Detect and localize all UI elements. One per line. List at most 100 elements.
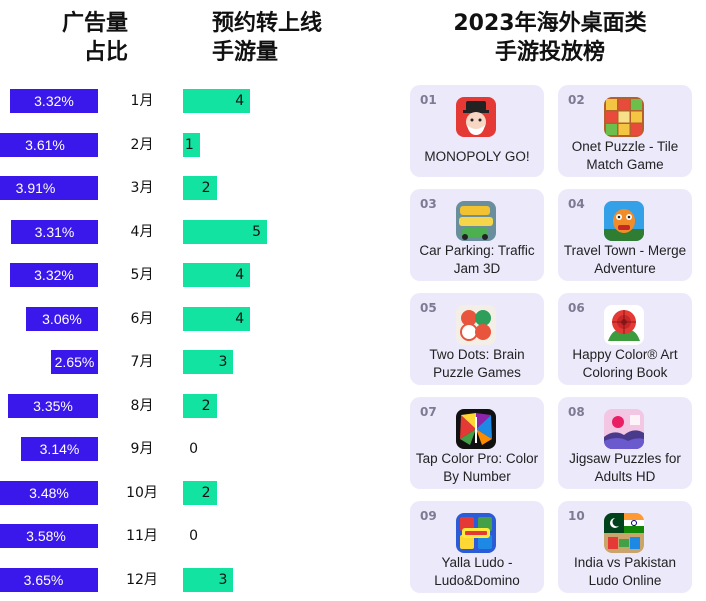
preorder-value: 5 (252, 223, 261, 240)
ad-share-header-line2: 占比 (83, 40, 128, 65)
monopoly-icon (456, 97, 496, 137)
rank-number: 05 (420, 301, 437, 315)
month-label: 9月 (130, 441, 154, 457)
top-chart-header: 2023年海外桌面类 手游投放榜 (410, 9, 690, 67)
month-row: 3.06% 6月 4 (0, 306, 400, 331)
month-label: 12月 (126, 571, 158, 588)
ad-share-bar: 3.91% (0, 176, 98, 200)
preorder-bar (183, 350, 234, 374)
ad-share-bar: 3.32% (10, 89, 98, 113)
month-row: 3.32% 1月 4 (0, 89, 400, 113)
month-label: 1月 (130, 93, 154, 109)
app-name: Happy Color® Art Coloring Book (572, 347, 678, 380)
rank-number: 03 (420, 197, 437, 211)
month-row: 2.65% 7月 3 (0, 350, 400, 374)
rank-number: 02 (568, 93, 585, 107)
month-label: 6月 (130, 310, 154, 327)
ranking-card[interactable]: 04 Travel Town - Merge Adventure (558, 189, 692, 281)
top-chart-header-line1: 2023年海外桌面类 (453, 11, 647, 36)
ranking-card[interactable]: 01 MONOPOLY GO! (410, 85, 544, 177)
preorder-value: 4 (235, 310, 245, 327)
two-dots-icon (456, 305, 496, 345)
preorder-bar (183, 219, 267, 244)
rank-number: 06 (568, 301, 585, 315)
month-label: 3月 (130, 180, 154, 196)
preorder-header: 预约转上线 手游量 (212, 9, 362, 67)
preorder-bar (183, 306, 251, 331)
ad-share-bar: 3.35% (8, 393, 98, 418)
rank-number: 07 (420, 405, 437, 419)
ranking-card[interactable]: 07 Tap Color Pro: Color By Number (410, 397, 544, 489)
ad-share-bar: 3.61% (0, 132, 98, 157)
preorder-value: 2 (201, 397, 211, 414)
month-row: 3.58% 11月 0 (0, 524, 400, 548)
rank-number: 09 (420, 509, 437, 523)
india-pakistan-ludo-icon (604, 513, 644, 553)
ad-share-bar: 3.65% (0, 567, 98, 592)
month-label: 8月 (130, 397, 154, 414)
rank-number: 01 (420, 93, 437, 107)
app-name: Tap Color Pro: Color By Number (415, 451, 539, 484)
ad-share-bar: 3.32% (10, 263, 98, 287)
happy-color-icon (604, 305, 644, 345)
app-name: Travel Town - Merge Adventure (563, 243, 687, 276)
ranking-card[interactable]: 02 Onet Puzzle - Tile Match Game (558, 85, 692, 177)
month-label: 5月 (130, 267, 154, 283)
ranking-card[interactable]: 08 Jigsaw Puzzles for Adults HD (558, 397, 692, 489)
tap-color-icon (456, 409, 496, 449)
preorder-value: 1 (184, 136, 194, 153)
car-parking-icon (456, 201, 496, 241)
month-row: 3.35% 8月 2 (0, 393, 400, 418)
preorder-bar (183, 89, 251, 113)
preorder-value: 2 (201, 484, 211, 501)
ad-share-bar: 3.58% (0, 524, 98, 548)
preorder-value: 4 (235, 267, 245, 283)
preorder-header-line1: 预约转上线 (212, 11, 323, 36)
month-label: 11月 (126, 528, 158, 544)
month-row: 3.14% 9月 0 (0, 437, 400, 461)
ad-share-header: 广告量 占比 (28, 9, 128, 67)
app-name: Two Dots: Brain Puzzle Games (429, 347, 525, 380)
preorder-bar (183, 480, 217, 505)
preorder-value: 4 (235, 93, 245, 109)
month-label: 2月 (130, 136, 154, 153)
ad-share-bar: 3.06% (26, 306, 98, 331)
preorder-bar (183, 567, 234, 592)
preorder-bar (183, 393, 217, 418)
yalla-ludo-icon (456, 513, 496, 553)
app-name: India vs Pakistan Ludo Online (573, 555, 677, 588)
month-row: 3.65% 12月 3 (0, 567, 400, 592)
preorder-header-line2: 手游量 (212, 40, 279, 65)
app-name: Yalla Ludo - Ludo&Domino (434, 555, 520, 588)
ad-share-header-line1: 广告量 (61, 11, 128, 36)
preorder-bar (183, 263, 251, 287)
preorder-value: 3 (218, 354, 228, 370)
rank-number: 08 (568, 405, 585, 419)
jigsaw-puzzles-icon (604, 409, 644, 449)
preorder-value: 0 (189, 528, 198, 544)
month-label: 10月 (126, 484, 158, 501)
preorder-value: 0 (189, 441, 198, 457)
month-row: 3.48% 10月 2 (0, 480, 400, 505)
month-row: 3.91% 3月 2 (0, 176, 400, 200)
ranking-card[interactable]: 06 Happy Color® Art Coloring Book (558, 293, 692, 385)
ranking-card[interactable]: 10 India vs Pakistan Ludo Online (558, 501, 692, 593)
travel-town-icon (604, 201, 644, 241)
month-row: 3.31% 4月 5 (0, 219, 400, 244)
top-chart-header-line2: 手游投放榜 (494, 40, 605, 65)
preorder-value: 2 (201, 180, 211, 196)
month-label: 4月 (130, 223, 154, 240)
app-name: Onet Puzzle - Tile Match Game (571, 139, 679, 172)
month-row: 3.61% 2月 1 (0, 132, 400, 157)
app-name: MONOPOLY GO! (424, 149, 530, 164)
ranking-card[interactable]: 03 Car Parking: Traffic Jam 3D (410, 189, 544, 281)
rank-number: 10 (568, 509, 585, 523)
ranking-card[interactable]: 09 Yalla Ludo - Ludo&Domino (410, 501, 544, 593)
month-label: 7月 (130, 354, 154, 370)
preorder-bar (183, 132, 200, 157)
month-row: 3.32% 5月 4 (0, 263, 400, 287)
app-name: Car Parking: Traffic Jam 3D (419, 243, 535, 276)
ranking-card[interactable]: 05 Two Dots: Brain Puzzle Games (410, 293, 544, 385)
onet-puzzle-icon (604, 97, 644, 137)
preorder-bar (183, 176, 217, 200)
